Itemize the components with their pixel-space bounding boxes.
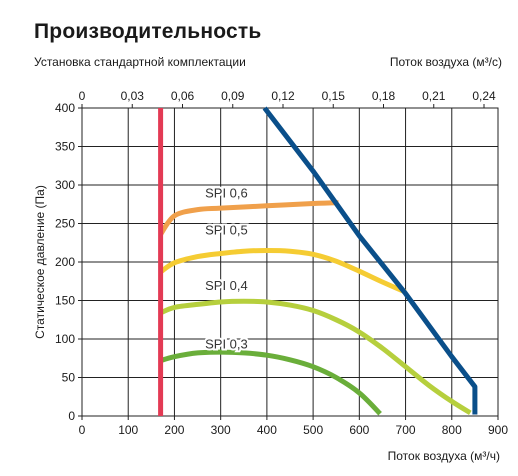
chart-subtitle: Установка стандартной комплектации [34, 55, 246, 69]
x-tick-label: 800 [442, 423, 462, 437]
x-tick-label: 500 [303, 423, 323, 437]
x2-tick-label: 0,12 [271, 89, 295, 103]
x-tick-label: 900 [488, 423, 508, 437]
series-label: SPI 0,4 [205, 278, 248, 293]
series-label: SPI 0,5 [205, 223, 248, 238]
x-tick-label: 200 [164, 423, 184, 437]
series-label: SPI 0,6 [205, 186, 248, 201]
x-tick-label: 100 [118, 423, 138, 437]
series-label: SPI 0,3 [205, 337, 248, 352]
max-performance-line [262, 106, 478, 415]
y-tick-label: 200 [55, 255, 75, 269]
y-tick-label: 400 [55, 101, 75, 115]
x-tick-label: 0 [79, 423, 86, 437]
y-axis-label: Статическое давление (Па) [33, 185, 47, 339]
x-tick-label: 400 [257, 423, 277, 437]
x2-tick-label: 0,03 [121, 89, 145, 103]
x2-tick-label: 0 [79, 89, 86, 103]
x-tick-label: 700 [396, 423, 416, 437]
top-axis-label: Поток воздуха (м³/с) [389, 55, 502, 69]
x2-tick-label: 0,21 [422, 89, 446, 103]
y-tick-label: 300 [55, 178, 75, 192]
chart-title: Производительность [34, 20, 262, 43]
x2-tick-label: 0,09 [221, 89, 245, 103]
y-tick-label: 50 [62, 371, 76, 385]
x-tick-label: 300 [211, 423, 231, 437]
x2-tick-label: 0,18 [372, 89, 396, 103]
y-tick-label: 350 [55, 140, 75, 154]
y-tick-label: 150 [55, 294, 75, 308]
x2-tick-label: 0,24 [472, 89, 496, 103]
y-tick-label: 250 [55, 217, 75, 231]
series-spi-0-6 [158, 200, 339, 236]
series-spi-0-3 [159, 349, 382, 416]
series-spi-0-4 [159, 298, 472, 416]
x2-tick-label: 0,06 [171, 89, 195, 103]
x2-tick-label: 0,15 [322, 89, 346, 103]
x-axis-label: Поток воздуха (м³/ч) [388, 449, 500, 463]
y-tick-label: 100 [55, 332, 75, 346]
x-tick-label: 600 [349, 423, 369, 437]
y-tick-label: 0 [68, 409, 75, 423]
series-spi-0-5 [159, 248, 407, 295]
